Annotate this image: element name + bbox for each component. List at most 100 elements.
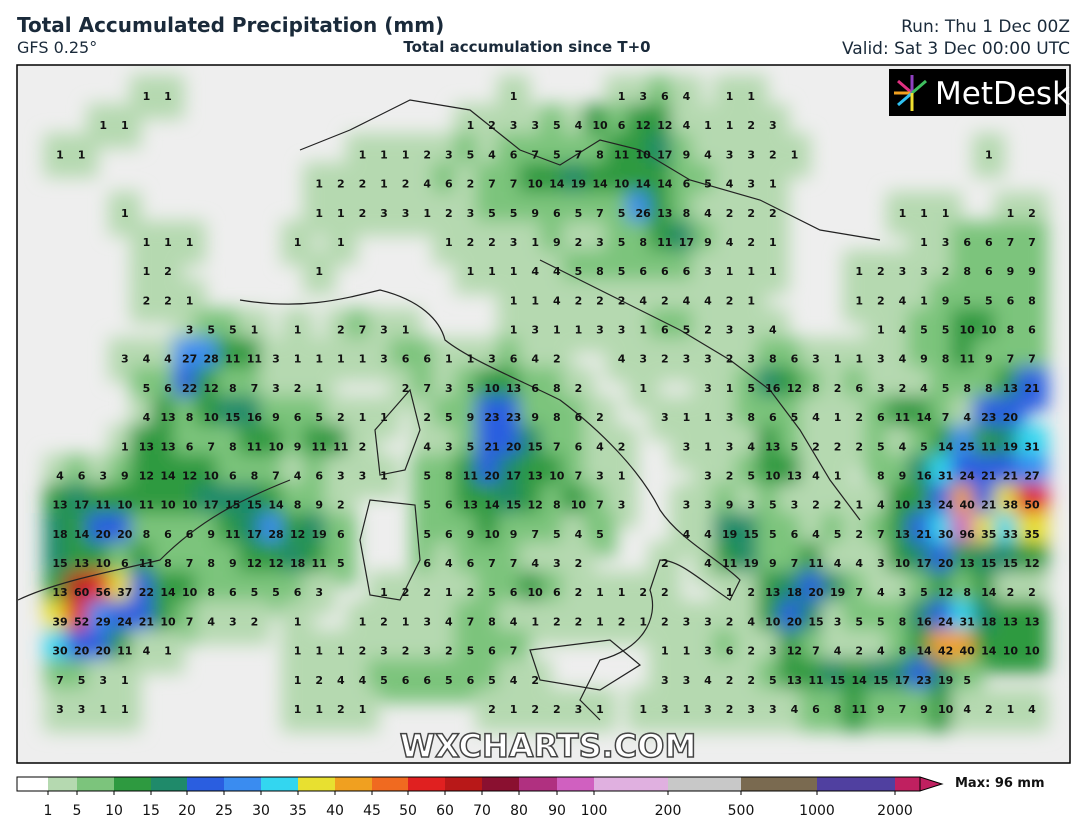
grid-value: 1: [467, 353, 475, 366]
grid-value: 8: [899, 615, 907, 628]
grid-value: 3: [942, 236, 950, 249]
grid-value: 3: [99, 469, 107, 482]
grid-value: 5: [488, 586, 496, 599]
grid-value: 6: [229, 469, 237, 482]
grid-value: 2: [747, 586, 755, 599]
grid-value: 4: [531, 557, 539, 570]
grid-value: 28: [204, 353, 219, 366]
grid-value: 17: [74, 499, 89, 512]
grid-value: 3: [877, 557, 885, 570]
grid-value: 4: [359, 674, 367, 687]
grid-value: 2: [596, 294, 604, 307]
grid-value: 1: [359, 353, 367, 366]
grid-value: 1: [639, 703, 647, 716]
grid-value: 5: [467, 148, 475, 161]
grid-value: 1: [121, 703, 129, 716]
grid-value: 12: [636, 119, 651, 132]
grid-value: 2: [769, 148, 777, 161]
grid-value: 9: [920, 353, 928, 366]
grid-value: 11: [247, 440, 262, 453]
grid-value: 5: [769, 499, 777, 512]
grid-value: 4: [877, 586, 885, 599]
grid-value: 8: [683, 207, 691, 220]
grid-value: 20: [506, 440, 522, 453]
grid-value: 1: [639, 382, 647, 395]
grid-value: 1: [855, 353, 863, 366]
grid-value: 3: [726, 148, 734, 161]
grid-value: 1: [294, 674, 302, 687]
grid-value: 8: [769, 353, 777, 366]
grid-value: 9: [704, 236, 712, 249]
grid-value: 2: [423, 411, 431, 424]
grid-value: 10: [981, 324, 997, 337]
grid-value: 8: [553, 499, 561, 512]
grid-value: 60: [74, 586, 90, 599]
grid-value: 6: [445, 499, 453, 512]
grid-value: 4: [531, 265, 539, 278]
grid-value: 23: [484, 411, 499, 424]
grid-value: 6: [1028, 324, 1036, 337]
grid-value: 1: [315, 178, 323, 191]
grid-value: 1: [596, 615, 604, 628]
grid-value: 4: [56, 469, 64, 482]
grid-value: 7: [488, 557, 496, 570]
grid-value: 4: [553, 294, 561, 307]
grid-value: 8: [1007, 324, 1015, 337]
grid-value: 5: [920, 586, 928, 599]
grid-value: 2: [337, 703, 345, 716]
grid-value: 4: [423, 440, 431, 453]
grid-value: 2: [726, 294, 734, 307]
grid-value: 5: [315, 411, 323, 424]
grid-value: 7: [531, 148, 539, 161]
grid-value: 1: [920, 236, 928, 249]
grid-value: 11: [895, 411, 910, 424]
grid-value: 30: [938, 528, 954, 541]
grid-value: 9: [272, 411, 280, 424]
grid-value: 21: [981, 469, 996, 482]
grid-value: 11: [614, 148, 629, 161]
grid-value: 3: [704, 499, 712, 512]
grid-value: 5: [423, 528, 431, 541]
grid-value: 14: [268, 499, 284, 512]
grid-value: 2: [143, 294, 151, 307]
grid-value: 42: [938, 645, 953, 658]
grid-value: 38: [1003, 499, 1018, 512]
grid-value: 2: [575, 236, 583, 249]
grid-value: 2: [488, 703, 496, 716]
grid-value: 16: [916, 469, 932, 482]
grid-value: 2: [164, 294, 172, 307]
grid-value: 25: [960, 440, 975, 453]
grid-value: 3: [359, 469, 367, 482]
grid-value: 21: [1024, 382, 1039, 395]
grid-value: 3: [531, 324, 539, 337]
grid-value: 11: [808, 674, 823, 687]
grid-value: 10: [204, 411, 220, 424]
grid-value: 1: [402, 148, 410, 161]
grid-value: 17: [204, 499, 219, 512]
grid-value: 3: [272, 353, 280, 366]
grid-value: 4: [963, 703, 971, 716]
grid-value: 24: [117, 615, 133, 628]
grid-value: 40: [960, 645, 976, 658]
grid-value: 3: [899, 586, 907, 599]
grid-value: 6: [337, 528, 345, 541]
grid-value: 1: [510, 90, 518, 103]
grid-value: 15: [247, 499, 262, 512]
grid-value: 3: [769, 119, 777, 132]
grid-value: 2: [488, 236, 496, 249]
grid-value: 13: [1003, 615, 1018, 628]
grid-value: 4: [726, 236, 734, 249]
grid-value: 15: [873, 674, 888, 687]
grid-value: 8: [596, 148, 604, 161]
grid-value: 5: [877, 440, 885, 453]
grid-value: 6: [445, 178, 453, 191]
grid-value: 21: [916, 528, 931, 541]
grid-value: 24: [938, 499, 954, 512]
grid-value: 5: [575, 265, 583, 278]
grid-value: 2: [769, 207, 777, 220]
grid-value: 2: [553, 615, 561, 628]
grid-value: 12: [1024, 557, 1039, 570]
grid-value: 9: [877, 703, 885, 716]
grid-value: 2: [402, 586, 410, 599]
grid-value: 4: [791, 703, 799, 716]
